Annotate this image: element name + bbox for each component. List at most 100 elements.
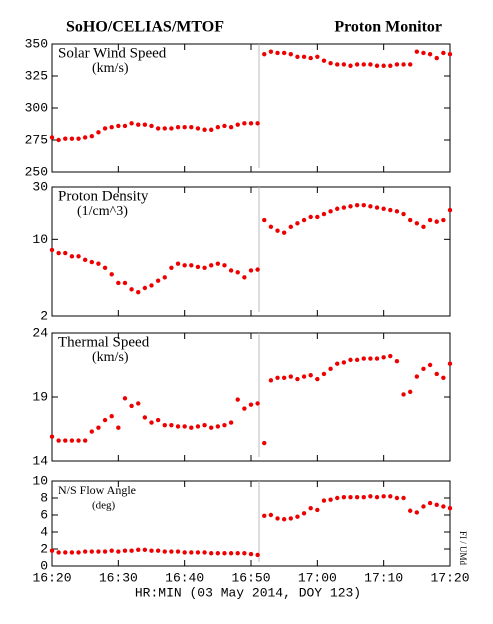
data-point [129, 548, 134, 553]
data-point [209, 551, 214, 556]
data-point [321, 498, 327, 503]
data-point [49, 434, 55, 439]
data-point [328, 497, 333, 502]
data-point [209, 425, 214, 430]
credit: FI / UMd [458, 531, 468, 566]
data-point [394, 209, 400, 214]
data-point [321, 371, 327, 377]
data-point [195, 264, 201, 270]
data-point [69, 254, 75, 259]
data-point [69, 136, 75, 141]
data-point [162, 549, 167, 554]
data-point [315, 507, 320, 513]
y-tick-label: 2 [40, 308, 48, 323]
data-point [295, 514, 300, 519]
data-point [255, 401, 260, 406]
data-point [354, 357, 360, 363]
x-tick-label: 16:50 [231, 570, 270, 585]
data-point [288, 516, 293, 521]
data-point [348, 494, 353, 500]
data-point [295, 376, 300, 382]
data-point [56, 137, 61, 143]
panel-unit: (km/s) [92, 61, 129, 76]
data-point [341, 494, 347, 500]
data-point [447, 361, 453, 366]
data-point [414, 49, 420, 54]
data-point [122, 280, 128, 286]
data-point [228, 420, 234, 425]
data-point [374, 494, 380, 500]
data-point [136, 547, 141, 553]
data-point [301, 217, 307, 223]
x-tick-label: 17:00 [298, 570, 337, 585]
data-point [281, 375, 287, 380]
data-point [142, 547, 148, 553]
data-point [142, 122, 148, 127]
data-point [421, 504, 426, 509]
data-point [408, 217, 413, 223]
data-point [262, 440, 267, 446]
panel-title: Solar Wind Speed [58, 45, 167, 61]
data-point [122, 396, 128, 401]
data-point [109, 272, 114, 277]
data-point [228, 551, 234, 556]
data-point [248, 121, 254, 126]
data-point [116, 425, 121, 430]
y-tick-label: 8 [40, 490, 48, 505]
data-point [149, 283, 154, 288]
data-point [215, 424, 221, 429]
data-point [335, 361, 340, 366]
data-point [348, 63, 353, 68]
data-point [222, 422, 227, 428]
data-point [341, 205, 347, 210]
data-point [149, 123, 154, 129]
data-point [142, 285, 148, 291]
y-tick-label: 300 [25, 100, 48, 115]
data-point [155, 278, 161, 283]
data-point [315, 54, 320, 59]
data-point [381, 63, 386, 68]
data-point [129, 121, 134, 126]
title-left: SoHO/CELIAS/MTOF [66, 19, 224, 36]
data-point [222, 263, 227, 268]
data-point [262, 52, 267, 57]
data-point [56, 250, 61, 256]
data-point [175, 261, 181, 266]
data-point [408, 62, 413, 67]
data-point [421, 366, 426, 372]
data-point [162, 275, 167, 280]
data-point [441, 504, 446, 509]
data-point [195, 126, 201, 131]
data-point [89, 429, 95, 434]
data-point [189, 550, 194, 555]
data-point [295, 54, 300, 59]
data-point [102, 265, 108, 271]
data-point [89, 133, 95, 139]
data-point [96, 425, 101, 430]
data-point [295, 221, 300, 226]
data-point [102, 549, 108, 554]
x-tick-label: 16:30 [99, 570, 138, 585]
data-point [328, 366, 333, 372]
data-point [215, 125, 221, 130]
data-point [255, 267, 260, 272]
data-point [421, 50, 426, 56]
data-point [76, 550, 81, 555]
data-point [394, 62, 400, 67]
data-point [368, 204, 373, 209]
data-point [235, 122, 240, 127]
data-point [268, 378, 274, 383]
data-point [49, 135, 55, 140]
y-tick-label: 24 [32, 325, 48, 340]
data-point [341, 360, 347, 365]
data-point [315, 214, 320, 220]
data-point [235, 270, 240, 275]
data-point [162, 126, 167, 131]
data-point [116, 123, 121, 129]
data-point [354, 494, 360, 500]
data-point [381, 206, 386, 211]
data-point [381, 494, 386, 499]
data-point [288, 224, 293, 230]
data-point [202, 422, 207, 428]
